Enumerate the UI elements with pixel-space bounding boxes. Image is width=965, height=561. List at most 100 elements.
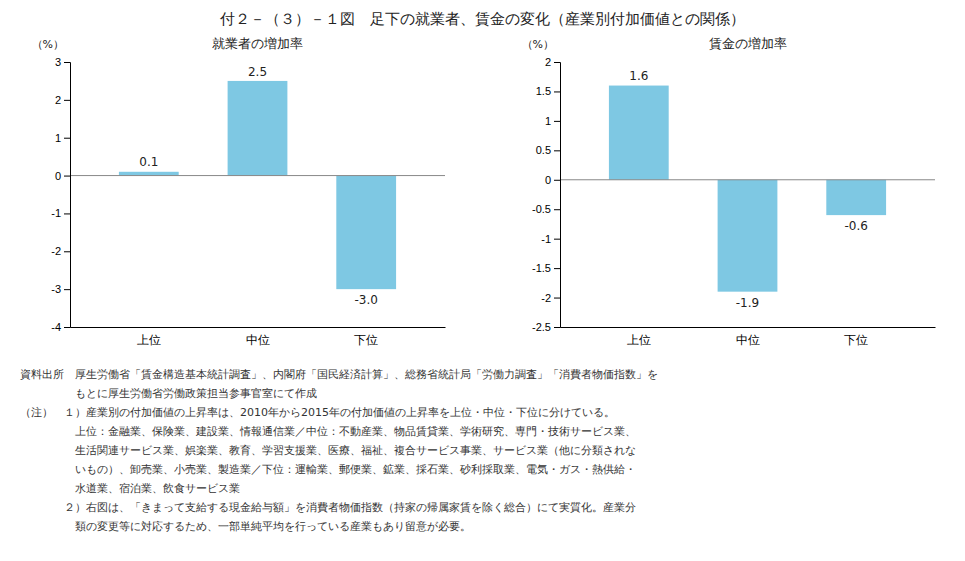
y-tick-mark [554, 209, 560, 210]
data-label: 0.1 [139, 155, 158, 169]
y-tick: 3 [55, 56, 70, 68]
y-tick-mark [64, 251, 70, 252]
y-tick-mark [64, 289, 70, 290]
chart-title: 賃金の増加率 [709, 36, 787, 51]
note: 類の変更等に対応するため、一部単純平均を行っている産業もあり留意が必要。 [20, 520, 471, 533]
note: 水道業、宿泊業、飲食サービス業 [20, 482, 240, 495]
x-tick: 下位 [844, 333, 868, 347]
y-tick-mark [64, 100, 70, 101]
y-tick: 0 [545, 174, 560, 186]
x-tick: 中位 [246, 333, 270, 347]
bar [336, 176, 396, 290]
y-tick-label: 0 [55, 170, 61, 182]
y-axis-title: （%） [522, 38, 554, 51]
y-axis: -4 -3 -2 -1 0 1 2 3 [51, 56, 70, 333]
chart-root: 付２－（３）－１図 足下の就業者、賃金の変化（産業別付加価値との関係）-4-3-… [0, 0, 965, 561]
y-tick: -2 [51, 245, 70, 257]
x-tick-label: 下位 [354, 333, 378, 347]
y-tick: 1.5 [536, 85, 560, 97]
y-tick-label: 1 [55, 132, 61, 144]
y-tick-mark [64, 138, 70, 139]
y-tick: 0 [55, 170, 70, 182]
x-tick-label: 上位 [137, 333, 161, 347]
chart-title: 就業者の増加率 [212, 36, 303, 51]
data-label: -0.6 [844, 219, 867, 233]
note: 上位：金融業、保険業、建設業、情報通信業／中位：不動産業、物品賃貸業、学術研究、… [20, 425, 636, 438]
data-label: 2.5 [248, 65, 267, 79]
y-tick: 2 [545, 56, 560, 68]
bars [119, 81, 396, 289]
x-tick: 下位 [354, 333, 378, 347]
note: （注） １）産業別の付加価値の上昇率は、2010年から2015年の付加価値の上昇… [20, 406, 615, 419]
y-tick: 2 [55, 94, 70, 106]
y-tick-label: -2.5 [532, 321, 551, 333]
y-tick-label: 1.5 [536, 85, 551, 97]
note: もとに厚生労働省労働政策担当参事官室にて作成 [20, 387, 317, 400]
y-tick: 1 [55, 132, 70, 144]
y-tick-label: -1 [51, 207, 61, 219]
panel: -4 -3 -2 -1 0 1 2 3 上位 中位 下位 0.1 2.5 -3.0 就業者の増加率 （%） [32, 36, 446, 347]
y-tick-label: 2 [55, 94, 61, 106]
y-axis-title: （%） [32, 38, 64, 51]
y-tick: 1 [545, 115, 560, 127]
y-tick-label: -2 [51, 245, 61, 257]
y-tick-label: 2 [545, 56, 551, 68]
y-tick: 0.5 [536, 144, 560, 156]
y-tick-mark [554, 298, 560, 299]
y-tick: -4 [51, 321, 70, 333]
y-tick-label: -1.5 [532, 262, 551, 274]
y-axis-line [64, 63, 71, 328]
data-label: -1.9 [736, 296, 759, 310]
bar [826, 180, 886, 215]
data-labels: 1.6 -1.9 -0.6 [629, 69, 868, 309]
y-tick-label: -1 [541, 233, 551, 245]
y-tick-mark [554, 239, 560, 240]
y-tick-mark [554, 268, 560, 269]
y-tick-label: -2 [541, 292, 551, 304]
y-tick-mark [554, 150, 560, 151]
y-tick-label: 0 [545, 174, 551, 186]
y-tick: -2.5 [532, 321, 560, 333]
y-tick: -0.5 [532, 203, 560, 215]
bar [228, 81, 288, 176]
data-labels: 0.1 2.5 -3.0 [139, 65, 378, 307]
x-tick: 中位 [736, 333, 760, 347]
x-axis: 上位 中位 下位 [561, 328, 936, 347]
bar [609, 86, 669, 180]
figure-title: 付２－（３）－１図 足下の就業者、賃金の変化（産業別付加価値との関係） [219, 10, 745, 28]
zero-line [70, 175, 445, 176]
y-tick-mark [64, 213, 70, 214]
y-tick-mark [64, 327, 70, 328]
x-axis-line [561, 327, 936, 328]
bar [119, 172, 179, 176]
x-tick: 上位 [627, 333, 651, 347]
note: いもの）、卸売業、小売業、製造業／下位：運輸業、郵便業、鉱業、採石業、砂利採取業… [20, 463, 636, 476]
x-axis-line [71, 327, 446, 328]
y-tick-label: -0.5 [532, 203, 551, 215]
data-label: 1.6 [629, 69, 648, 83]
y-tick-mark [554, 121, 560, 122]
panel: -2.5 -2 -1.5 -1 -0.5 0 0.5 1 1.5 2 上位 中位 下位 1.6 -1.9 -0… [522, 36, 936, 347]
y-tick-mark [64, 62, 70, 63]
y-tick-label: -4 [51, 321, 61, 333]
note: 生活関連サービス業、娯楽業、教育、学習支援業、医療、福祉、複合サービス事業、サー… [20, 444, 636, 457]
bars [609, 86, 886, 292]
x-tick: 上位 [137, 333, 161, 347]
y-tick-label: 0.5 [536, 144, 551, 156]
x-tick-label: 下位 [844, 333, 868, 347]
x-tick-label: 上位 [627, 333, 651, 347]
zero-line [560, 179, 935, 180]
y-axis-line [554, 63, 561, 328]
x-tick-label: 中位 [736, 333, 760, 347]
data-label: -3.0 [354, 293, 377, 307]
bar [718, 180, 778, 292]
y-axis: -2.5 -2 -1.5 -1 -0.5 0 0.5 1 1.5 2 [532, 56, 560, 333]
notes: 資料出所 厚生労働省「賃金構造基本統計調査」、内閣府「国民経済計算」、総務省統計… [20, 368, 658, 533]
y-tick-mark [64, 176, 70, 177]
y-tick: -3 [51, 283, 70, 295]
y-tick-label: 1 [545, 115, 551, 127]
y-tick-mark [554, 91, 560, 92]
y-tick-mark [554, 180, 560, 181]
y-tick-mark [554, 327, 560, 328]
y-tick: -1 [51, 207, 70, 219]
